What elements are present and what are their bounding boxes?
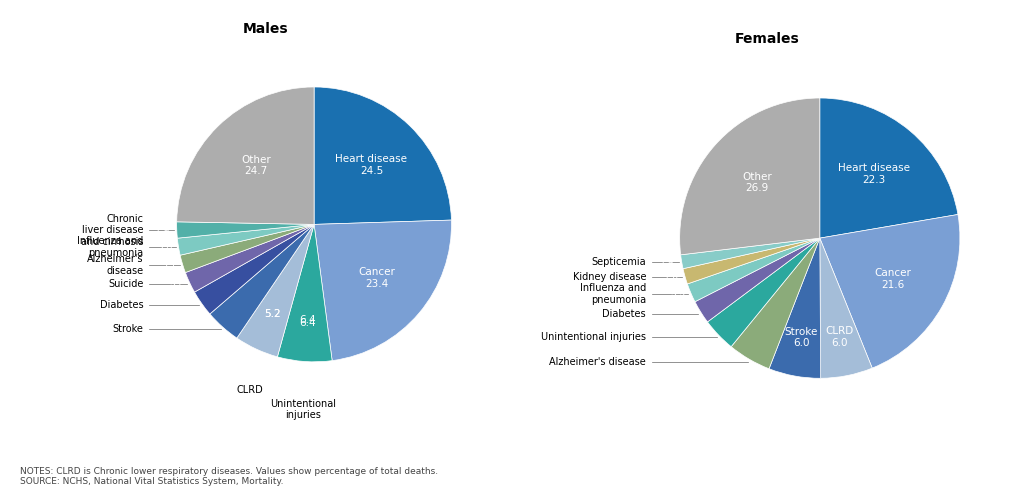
Wedge shape	[731, 238, 819, 369]
Text: 5.2: 5.2	[264, 309, 281, 319]
Text: Heart disease
22.3: Heart disease 22.3	[838, 163, 910, 185]
Text: Kidney disease: Kidney disease	[573, 272, 647, 282]
Text: Suicide: Suicide	[108, 278, 143, 289]
Text: Unintentional injuries: Unintentional injuries	[541, 332, 647, 342]
Text: 2.1: 2.1	[162, 263, 177, 273]
Wedge shape	[177, 225, 314, 255]
Wedge shape	[314, 220, 451, 361]
Wedge shape	[679, 98, 819, 255]
Wedge shape	[185, 225, 314, 292]
Text: Other
24.7: Other 24.7	[241, 155, 271, 176]
Title: Males: Males	[243, 22, 288, 36]
Wedge shape	[819, 214, 960, 368]
Text: Cancer
23.4: Cancer 23.4	[358, 267, 395, 289]
Text: Chronic
liver disease
and cirrhosis: Chronic liver disease and cirrhosis	[81, 213, 143, 247]
Wedge shape	[277, 225, 332, 362]
Text: NOTES: CLRD is Chronic lower respiratory diseases. Values show percentage of tot: NOTES: CLRD is Chronic lower respiratory…	[20, 467, 439, 486]
Text: 2.7: 2.7	[681, 314, 697, 325]
Text: Other
26.9: Other 26.9	[742, 172, 771, 193]
Text: 5.0: 5.0	[735, 366, 750, 376]
Wedge shape	[769, 238, 820, 378]
Text: Cancer
21.6: Cancer 21.6	[875, 268, 911, 290]
Text: Heart disease
24.5: Heart disease 24.5	[336, 155, 407, 176]
Text: 2.5: 2.5	[170, 283, 185, 294]
Text: 6.4: 6.4	[299, 315, 316, 325]
Text: 2.0: 2.0	[158, 244, 173, 254]
Text: Diabetes: Diabetes	[100, 300, 143, 310]
Wedge shape	[180, 225, 314, 273]
Wedge shape	[210, 225, 314, 338]
Wedge shape	[683, 238, 819, 284]
Text: Diabetes: Diabetes	[603, 309, 647, 319]
Text: 3.9: 3.9	[701, 340, 716, 350]
Wedge shape	[695, 238, 819, 322]
Text: Septicemia: Septicemia	[591, 257, 647, 267]
Text: 6.4: 6.4	[299, 318, 315, 328]
Wedge shape	[680, 238, 819, 269]
Wedge shape	[177, 222, 314, 238]
Text: Stroke
6.0: Stroke 6.0	[785, 327, 818, 348]
Text: CLRD: CLRD	[236, 385, 263, 395]
Text: Influenza and
pneumonia: Influenza and pneumonia	[580, 283, 647, 305]
Text: Alzheimer's disease: Alzheimer's disease	[549, 357, 647, 366]
Wedge shape	[177, 87, 314, 225]
Wedge shape	[708, 238, 819, 347]
Text: 5.2: 5.2	[264, 309, 281, 319]
Text: Unintentional
injuries: Unintentional injuries	[270, 399, 337, 420]
Text: CLRD
6.0: CLRD 6.0	[826, 326, 853, 348]
Text: 1.8: 1.8	[664, 275, 679, 285]
Wedge shape	[237, 225, 314, 357]
Text: 2.2: 2.2	[670, 294, 685, 303]
Wedge shape	[314, 87, 451, 225]
Wedge shape	[687, 238, 819, 302]
Text: 1.6: 1.6	[660, 259, 675, 269]
Wedge shape	[819, 238, 873, 378]
Wedge shape	[819, 98, 958, 238]
Text: 4.2: 4.2	[206, 332, 221, 342]
Wedge shape	[194, 225, 314, 314]
Text: 3.1: 3.1	[183, 306, 198, 316]
Text: 1.9: 1.9	[155, 226, 171, 236]
Text: Alzheimer's
disease: Alzheimer's disease	[87, 254, 143, 276]
Title: Females: Females	[735, 33, 800, 46]
Text: Stroke: Stroke	[113, 324, 143, 334]
Text: Influenza and
pneumonia: Influenza and pneumonia	[78, 236, 143, 258]
